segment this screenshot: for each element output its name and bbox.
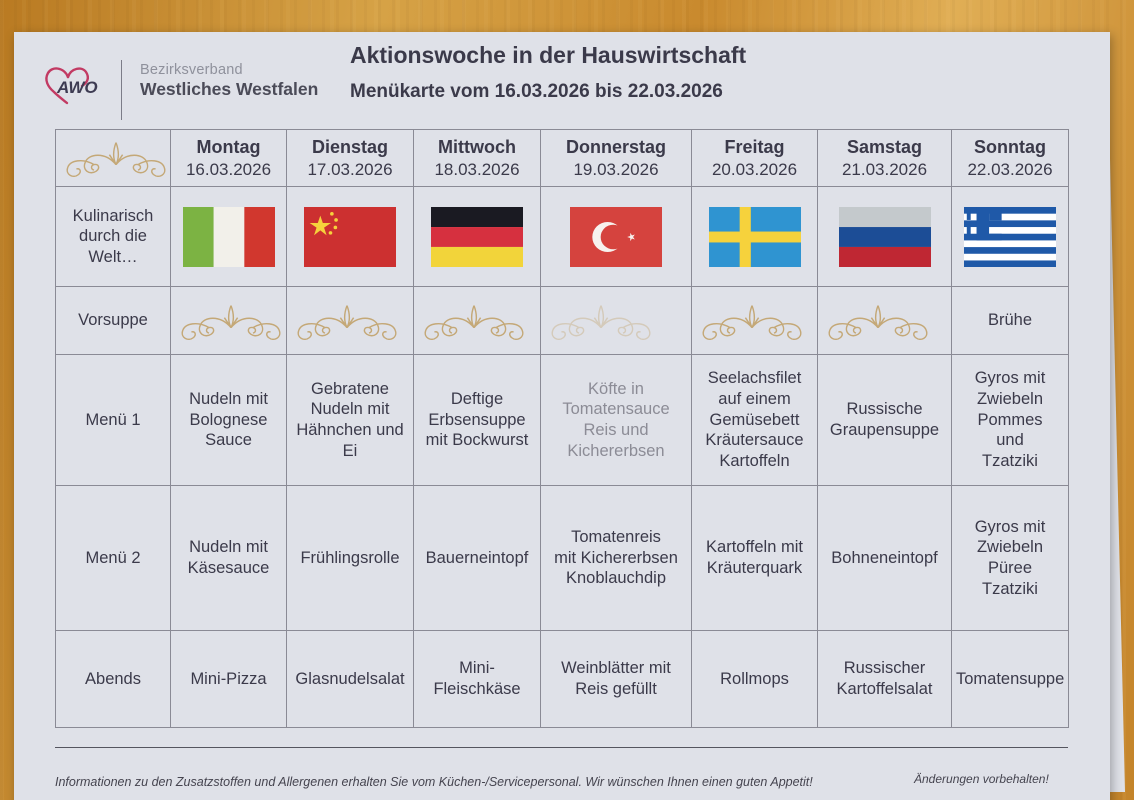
svg-text:AWO: AWO xyxy=(56,78,98,97)
